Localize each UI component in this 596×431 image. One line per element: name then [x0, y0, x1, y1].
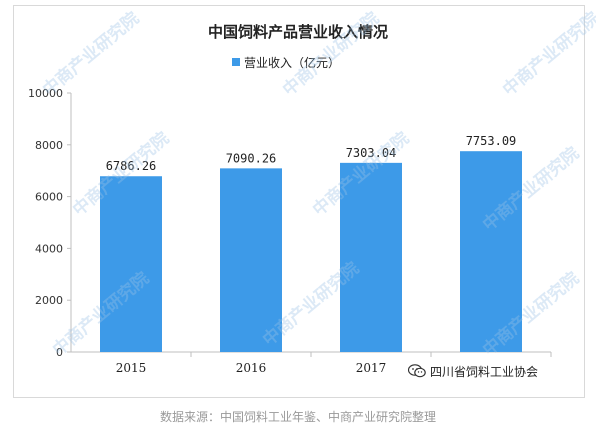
y-tick-label: 4000 — [35, 242, 63, 255]
x-tick-label: 2015 — [116, 361, 147, 375]
data-label: 6786.26 — [106, 159, 157, 173]
axes: 0 2000 4000 6000 8000 10000 2015 2016 2017 — [28, 87, 552, 375]
wechat-account-name: 四川省饲料工业协会 — [430, 364, 539, 379]
bar — [220, 168, 282, 352]
x-tick-label: 2017 — [356, 361, 387, 375]
wechat-account: 四川省饲料工业协会 — [408, 362, 538, 380]
y-tick-label: 2000 — [35, 294, 63, 307]
data-labels: 6786.26 7090.26 7303.04 7753.09 — [106, 134, 517, 173]
y-tick-label: 10000 — [28, 87, 63, 100]
bar — [100, 176, 162, 352]
y-tick-label: 8000 — [35, 139, 63, 152]
chart-title: 中国饲料产品营业收入情况 — [208, 23, 388, 41]
x-tick-label: 2016 — [236, 361, 267, 375]
data-label: 7090.26 — [226, 151, 277, 165]
source-note: 数据来源：中国饲料工业年鉴、中商产业研究院整理 — [159, 410, 436, 424]
legend-swatch — [232, 58, 240, 66]
y-tick-label: 6000 — [35, 191, 63, 204]
bar — [460, 151, 522, 352]
legend-label: 营业收入（亿元） — [244, 55, 340, 70]
wechat-icon — [408, 364, 426, 378]
bars — [100, 151, 522, 352]
data-label: 7303.04 — [346, 146, 397, 160]
bar — [340, 162, 402, 352]
y-tick-label: 0 — [56, 346, 63, 359]
data-label: 7753.09 — [466, 134, 517, 148]
legend: 营业收入（亿元） — [232, 55, 340, 70]
